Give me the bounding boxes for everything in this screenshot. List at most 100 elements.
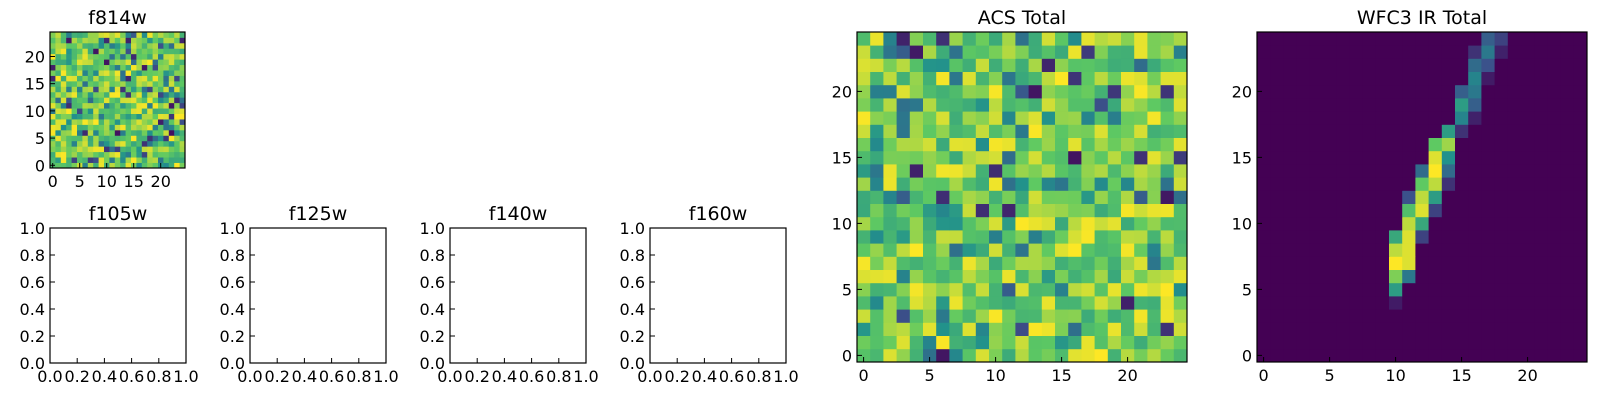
f814w-heatmap-cell <box>87 53 94 60</box>
wfc3-ir-total-heatmap-cell <box>1389 98 1403 112</box>
wfc3-ir-total-heatmap-cell <box>1336 98 1350 112</box>
acs-total-heatmap-cell <box>975 124 990 138</box>
f814w-heatmap-cell <box>163 102 170 109</box>
wfc3-ir-total-heatmap-cell <box>1455 269 1469 284</box>
wfc3-ir-total-heatmap-cell <box>1428 164 1443 178</box>
acs-total-heatmap-cell <box>1015 84 1029 99</box>
wfc3-ir-total-heatmap-cell <box>1362 322 1377 336</box>
acs-total-heatmap-cell <box>857 335 871 350</box>
f814w-heatmap-cell <box>66 53 72 60</box>
acs-total-heatmap-cell <box>883 58 897 72</box>
acs-total-heatmap-cell <box>1081 322 1095 336</box>
f814w-heatmap-cell <box>179 53 186 60</box>
acs-total-heatmap-cell <box>989 164 1003 178</box>
f814w-heatmap-cell <box>163 37 170 44</box>
acs-total-heatmap-cell <box>1015 335 1029 350</box>
wfc3-ir-total-heatmap-cell <box>1402 256 1416 270</box>
f105w-ytick-label: 0.4 <box>20 300 45 319</box>
wfc3-ir-total-xtick-label: 5 <box>1325 366 1335 385</box>
wfc3-ir-total-heatmap-cell <box>1573 216 1588 231</box>
acs-total-heatmap-cell <box>1147 164 1161 178</box>
wfc3-ir-total-heatmap-cell <box>1257 348 1271 363</box>
wfc3-ir-total-heatmap-cell <box>1296 137 1311 152</box>
wfc3-ir-total-heatmap-cell <box>1494 230 1509 244</box>
wfc3-ir-total-heatmap-cell <box>1547 150 1561 165</box>
wfc3-ir-total-heatmap-cell <box>1573 58 1588 72</box>
wfc3-ir-total-heatmap-cell <box>1270 203 1284 218</box>
acs-total-heatmap-cell <box>1173 84 1188 99</box>
wfc3-ir-total-heatmap-cell <box>1415 98 1429 112</box>
f814w-heatmap-cell <box>174 32 180 38</box>
wfc3-ir-total-heatmap-cell <box>1494 164 1509 178</box>
acs-total-heatmap-cell <box>975 164 990 178</box>
wfc3-ir-total-heatmap-cell <box>1349 58 1363 72</box>
wfc3-ir-total-heatmap-cell <box>1521 150 1535 165</box>
f160w-axes-frame <box>649 227 787 364</box>
wfc3-ir-total-heatmap-cell <box>1309 230 1324 244</box>
f814w-heatmap-cell <box>163 151 170 158</box>
acs-total-heatmap-cell <box>1081 98 1095 112</box>
wfc3-ir-total-heatmap-cell <box>1296 32 1311 46</box>
wfc3-ir-total-heatmap-cell <box>1257 45 1271 59</box>
f814w-heatmap-cell <box>50 146 56 153</box>
f814w-heatmap-cell <box>50 59 56 66</box>
acs-total-heatmap-cell <box>1002 216 1016 231</box>
f814w-heatmap-cell <box>104 108 110 114</box>
acs-total-heatmap-cell <box>1134 84 1148 99</box>
wfc3-ir-total-heatmap-cell <box>1481 111 1495 125</box>
wfc3-ir-total-heatmap-cell <box>1507 230 1522 244</box>
wfc3-ir-total-heatmap-cell <box>1362 84 1377 99</box>
f814w-heatmap-cell <box>104 151 110 158</box>
wfc3-ir-total-heatmap-cell <box>1507 309 1522 323</box>
f814w-heatmap-cell <box>66 64 72 71</box>
f814w-heatmap-cell <box>66 91 72 98</box>
wfc3-ir-total-heatmap-cell <box>1402 71 1416 86</box>
wfc3-ir-total-heatmap-cell <box>1455 309 1469 323</box>
wfc3-ir-total-heatmap-cell <box>1415 150 1429 165</box>
acs-total-heatmap-cell <box>870 71 884 86</box>
wfc3-ir-total-heatmap-cell <box>1507 98 1522 112</box>
acs-total-heatmap-cell <box>883 45 897 59</box>
f814w-heatmap-cell <box>82 140 89 147</box>
acs-total-heatmap-cell <box>923 190 937 204</box>
f814w-heatmap-cell <box>179 70 186 76</box>
acs-total-heatmap-cell <box>1107 322 1122 336</box>
f814w-heatmap-cell <box>87 37 94 44</box>
f814w-heatmap-cell <box>93 146 99 153</box>
wfc3-ir-total-heatmap-cell <box>1534 243 1548 257</box>
wfc3-ir-total-heatmap-cell <box>1507 150 1522 165</box>
acs-total-heatmap-cell <box>870 164 884 178</box>
f814w-heatmap-cell <box>174 108 180 114</box>
acs-total-heatmap-cell <box>870 84 884 99</box>
acs-total-heatmap-cell <box>975 177 990 191</box>
wfc3-ir-total-heatmap-cell <box>1296 269 1311 284</box>
f814w-heatmap-cell <box>168 86 175 93</box>
f814w-heatmap-cell <box>174 42 180 49</box>
acs-total-heatmap-cell <box>1081 309 1095 323</box>
wfc3-ir-total-heatmap-cell <box>1309 256 1324 270</box>
acs-total-heatmap-cell <box>923 256 937 270</box>
f140w-xtick-label: 0.6 <box>519 367 544 386</box>
acs-total-heatmap-cell <box>949 243 963 257</box>
f814w-heatmap-cell <box>152 70 159 76</box>
f814w-heatmap-cell <box>82 64 89 71</box>
f814w-heatmap-cell <box>136 75 143 82</box>
wfc3-ir-total-heatmap-cell <box>1560 282 1575 297</box>
wfc3-ir-total-heatmap-cell <box>1270 150 1284 165</box>
f814w-heatmap-cell <box>147 75 153 82</box>
wfc3-ir-total-heatmap-cell <box>1441 190 1456 204</box>
acs-total-heatmap-cell <box>949 124 963 138</box>
acs-total-heatmap-cell <box>1028 71 1043 86</box>
f814w-heatmap-cell <box>55 102 62 109</box>
acs-total-heatmap-cell <box>1015 150 1029 165</box>
f814w-heatmap-cell <box>93 108 99 114</box>
wfc3-ir-total-heatmap-cell <box>1428 84 1443 99</box>
f814w-heatmap-cell <box>71 119 78 125</box>
acs-total-heatmap-cell <box>1015 216 1029 231</box>
acs-total-heatmap-cell <box>1041 84 1056 99</box>
wfc3-ir-total-heatmap-cell <box>1560 190 1575 204</box>
wfc3-ir-total-heatmap-cell <box>1494 243 1509 257</box>
acs-total-heatmap-cell <box>949 45 963 59</box>
acs-total-heatmap-cell <box>962 243 977 257</box>
wfc3-ir-total-heatmap-cell <box>1349 282 1363 297</box>
